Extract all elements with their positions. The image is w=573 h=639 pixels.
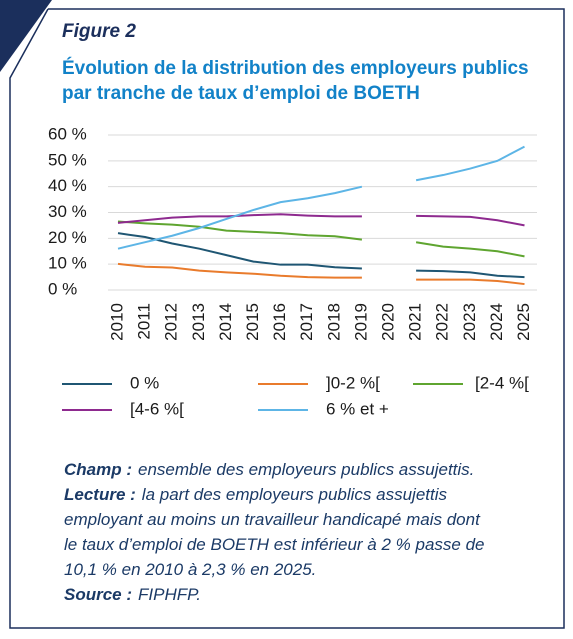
series-line <box>117 213 525 227</box>
x-tick-label: 2016 <box>270 303 289 341</box>
note-text: employant au moins un travailleur handic… <box>64 510 481 529</box>
x-tick-label: 2023 <box>460 303 479 341</box>
corner-triangle <box>0 0 52 72</box>
note-text: ensemble des employeurs publics assujett… <box>138 460 474 479</box>
x-tick-label: 2019 <box>351 303 370 341</box>
figure-label: Figure 2 <box>62 21 136 42</box>
x-tick-label: 2012 <box>162 303 181 341</box>
note-label: Source : <box>64 585 132 604</box>
title-line: Évolution de la distribution des employe… <box>62 57 529 79</box>
legend-label: 6 % et + <box>326 399 389 418</box>
note-text: la part des employeurs publics assujetti… <box>142 485 448 504</box>
y-tick-label: 0 % <box>48 279 77 298</box>
x-tick-label: 2014 <box>216 303 235 341</box>
x-tick-label: 2015 <box>243 303 262 341</box>
y-tick-label: 10 % <box>48 254 87 273</box>
legend-label: [2-4 %[ <box>475 373 529 392</box>
note-line: Lecture : la part des employeurs publics … <box>64 485 448 504</box>
series-line <box>117 262 525 286</box>
title-line: par tranche de taux d’emploi de BOETH <box>62 83 420 104</box>
legend-label: 0 % <box>130 373 159 392</box>
x-tick-label: 2017 <box>297 303 316 341</box>
legend-label: ]0-2 %[ <box>326 373 380 392</box>
x-tick-label: 2025 <box>514 303 533 341</box>
series-line <box>117 145 525 250</box>
note-line: Champ : ensemble des employeurs publics a… <box>64 460 474 479</box>
x-tick-label: 2018 <box>324 303 343 341</box>
legend-label: [4-6 %[ <box>130 399 184 418</box>
x-tick-label: 2022 <box>433 303 452 341</box>
y-tick-label: 30 % <box>48 202 87 221</box>
note-line: le taux d’emploi de BOETH est inférieur … <box>64 535 485 554</box>
x-tick-label: 2013 <box>189 303 208 341</box>
y-tick-label: 40 % <box>48 176 87 195</box>
y-tick-label: 20 % <box>48 228 87 247</box>
frame <box>9 8 565 629</box>
note-text: 10,1 % en 2010 à 2,3 % en 2025. <box>64 560 316 579</box>
note-line: 10,1 % en 2010 à 2,3 % en 2025. <box>64 560 316 579</box>
y-tick-label: 50 % <box>48 150 87 169</box>
note-label: Lecture : <box>64 485 136 504</box>
x-tick-label: 2021 <box>406 303 425 341</box>
note-label: Champ : <box>64 460 132 479</box>
series-line <box>117 232 525 279</box>
note-line: employant au moins un travailleur handic… <box>64 510 481 529</box>
x-tick-label: 2010 <box>107 303 126 341</box>
note-line: Source : FIPHFP. <box>64 585 201 604</box>
x-tick-label: 2024 <box>487 303 506 341</box>
series-line <box>117 220 525 258</box>
y-tick-label: 60 % <box>48 124 87 143</box>
x-tick-label: 2020 <box>378 303 397 341</box>
x-tick-label: 2011 <box>135 303 154 340</box>
note-text: le taux d’emploi de BOETH est inférieur … <box>64 535 485 554</box>
note-text: FIPHFP. <box>138 585 201 604</box>
